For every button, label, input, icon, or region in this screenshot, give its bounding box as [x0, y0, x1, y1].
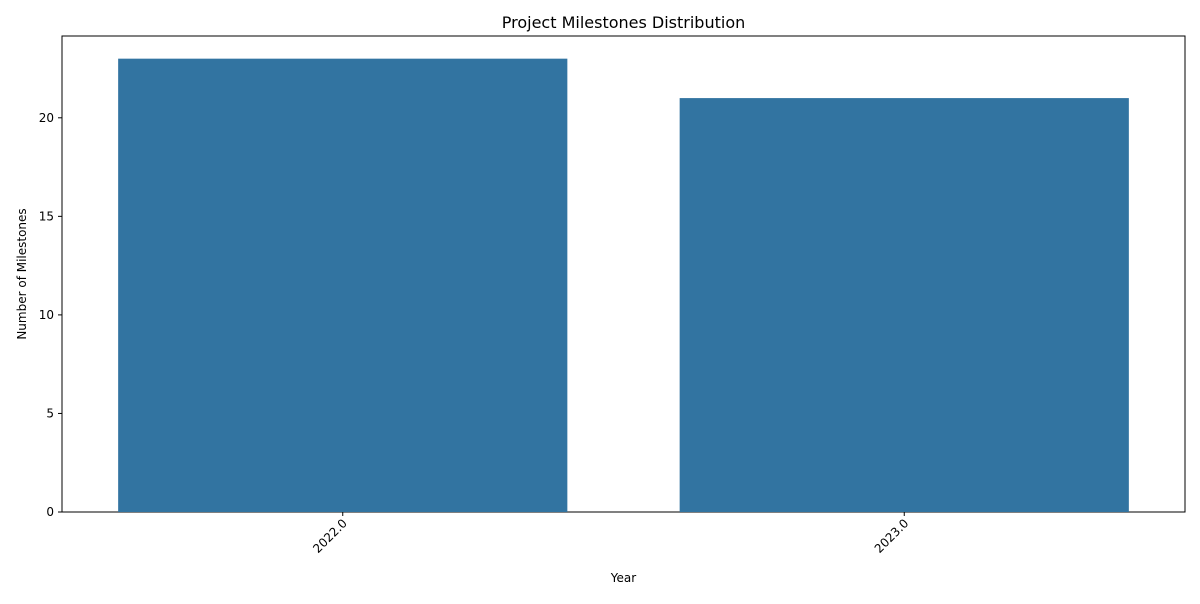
y-axis-label: Number of Milestones [15, 208, 29, 339]
plot-frame [61, 35, 1186, 513]
y-tick-label: 10 [39, 308, 54, 322]
bar-2023.0 [679, 98, 1129, 512]
x-axis-label: Year [610, 571, 636, 585]
y-tick-label: 5 [46, 406, 54, 420]
bar-2022.0 [118, 58, 568, 513]
chart-title: Project Milestones Distribution [502, 13, 746, 32]
y-tick-label: 0 [46, 505, 54, 519]
y-tick-label: 20 [39, 111, 54, 125]
y-tick-label: 15 [39, 209, 54, 223]
y-axis: 0 5 10 15 20 [39, 111, 62, 519]
bars-group [118, 58, 1129, 513]
plot-area [61, 35, 1186, 513]
